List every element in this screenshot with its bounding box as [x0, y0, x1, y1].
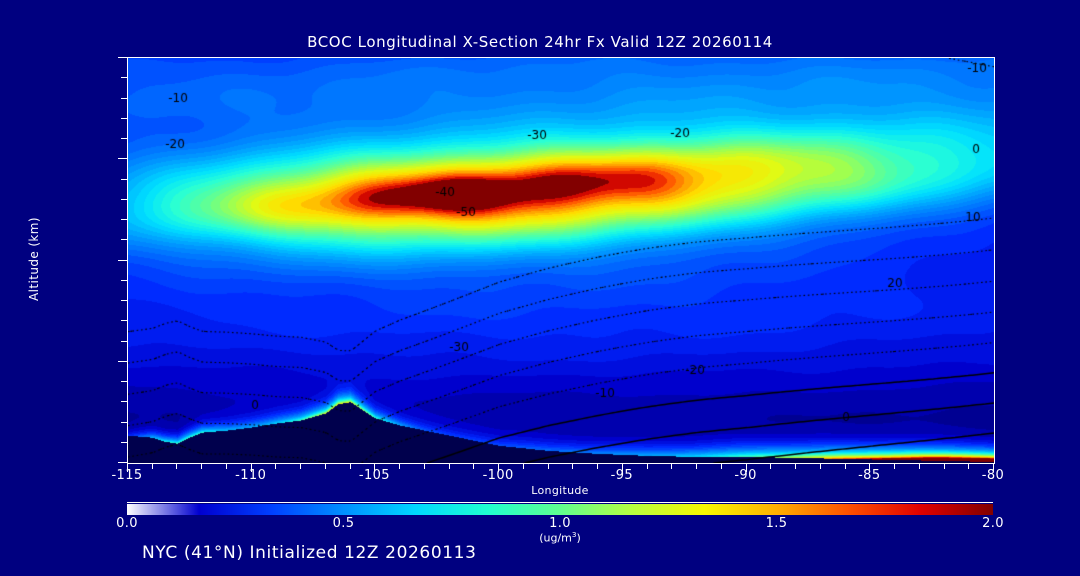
y-axis-tick: [121, 320, 127, 322]
x-axis-tick-label: -90: [734, 468, 757, 483]
y-axis-tick: [121, 441, 127, 443]
x-axis-tick: [819, 463, 821, 469]
colorbar-tick-label: 1.0: [549, 516, 571, 531]
y-axis-title: Altitude (km): [27, 217, 41, 301]
x-axis-tick-label: -110: [235, 468, 267, 483]
colorbar-tick-label: 2.0: [982, 516, 1004, 531]
x-axis-tick: [646, 463, 648, 469]
colorbar-tick-label: 0.0: [116, 516, 138, 531]
x-axis-tick: [720, 463, 722, 469]
x-axis-tick: [127, 463, 128, 472]
x-axis-tick: [275, 463, 277, 469]
y-axis-tick: [121, 421, 127, 423]
colorbar: [127, 502, 993, 515]
x-axis-tick-label: -115: [111, 468, 143, 483]
x-axis-tick: [918, 463, 920, 469]
x-axis-tick-label: -100: [482, 468, 514, 483]
y-axis-tick: [121, 381, 127, 382]
y-axis-tick: [121, 219, 127, 220]
x-axis-tick: [943, 463, 945, 469]
x-axis-tick: [399, 463, 401, 469]
colorbar-tick-label: 1.5: [765, 516, 788, 531]
x-axis-tick-label: -80: [981, 468, 1005, 483]
y-axis-tick: [118, 259, 127, 261]
x-axis-tick: [795, 463, 797, 469]
x-axis-tick: [844, 463, 846, 469]
y-axis-tick: [121, 300, 127, 301]
x-axis-tick: [151, 463, 153, 469]
x-axis-tick: [225, 463, 227, 469]
colorbar-units: (ug/m3): [539, 530, 581, 545]
y-axis-tick: [118, 158, 127, 160]
x-axis-tick: [498, 463, 500, 472]
x-axis-tick: [869, 463, 871, 472]
y-axis-tick: [121, 138, 127, 139]
x-axis-tick: [993, 463, 994, 472]
x-axis-tick: [547, 463, 549, 469]
cross-section-plot-area: [127, 57, 995, 464]
x-axis-title: Longitude: [531, 484, 589, 497]
y-axis-tick: [121, 178, 127, 180]
y-axis-tick: [118, 360, 127, 362]
y-axis-tick: [121, 239, 127, 241]
x-axis-tick: [250, 463, 252, 472]
x-axis-tick: [770, 463, 772, 469]
x-axis-tick: [745, 463, 747, 472]
x-axis-tick-label: -85: [858, 468, 881, 483]
x-axis-tick: [696, 463, 698, 469]
x-axis-tick: [671, 463, 673, 469]
x-axis-tick-label: -95: [610, 468, 634, 483]
footer-label: NYC (41°N) Initialized 12Z 20260113: [142, 543, 477, 563]
chart-title: BCOC Longitudinal X-Section 24hr Fx Vali…: [307, 33, 773, 51]
y-axis-tick: [121, 279, 127, 281]
y-axis-tick: [121, 340, 127, 342]
x-axis-tick-label: -105: [358, 468, 390, 483]
x-axis-tick: [621, 463, 623, 472]
x-axis-tick: [201, 463, 203, 469]
y-axis-tick: [121, 198, 127, 200]
x-axis-tick: [374, 463, 376, 472]
x-axis-tick: [572, 463, 574, 469]
colorbar-tick-label: 0.5: [332, 516, 355, 531]
x-axis-tick: [597, 463, 599, 469]
x-axis-tick: [324, 463, 326, 469]
y-axis-tick: [121, 97, 127, 99]
y-axis-tick: [118, 462, 127, 463]
x-axis-tick: [349, 463, 351, 469]
x-axis-tick: [522, 463, 524, 469]
x-axis-tick: [448, 463, 450, 469]
y-axis-tick: [121, 401, 127, 403]
x-axis-tick: [300, 463, 302, 469]
x-axis-tick: [473, 463, 475, 469]
x-axis-tick: [894, 463, 896, 469]
y-axis-tick: [121, 117, 127, 119]
x-axis-tick: [423, 463, 425, 469]
aerosol-heatmap-canvas: [128, 58, 994, 463]
y-axis-tick: [118, 57, 127, 58]
y-axis-tick: [121, 77, 127, 79]
x-axis-tick: [176, 463, 178, 469]
x-axis-tick: [968, 463, 970, 469]
colorbar-gradient: [127, 504, 993, 515]
